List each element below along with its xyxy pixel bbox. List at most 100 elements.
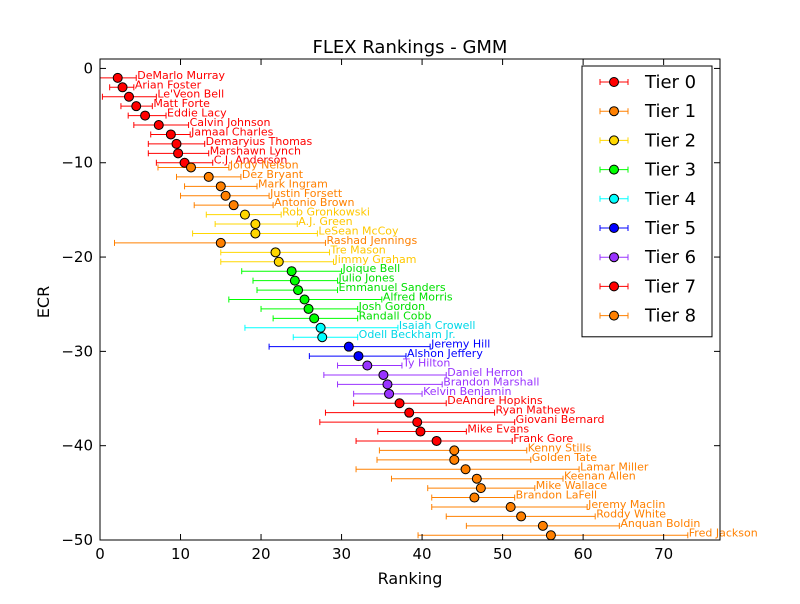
data-point [404, 407, 415, 418]
player-label: Roddy White [596, 507, 666, 520]
chart-title: FLEX Rankings - GMM [313, 37, 508, 58]
y-tick-label: −20 [61, 248, 93, 266]
player-label: Isaiah Crowell [399, 319, 476, 332]
player-label: Antonio Brown [274, 196, 354, 209]
data-point [537, 520, 548, 531]
legend-label: Tier 8 [644, 306, 696, 327]
player-label: Alshon Jeffery [407, 347, 483, 360]
legend-label: Tier 2 [644, 130, 696, 151]
player-label: Fred Jackson [689, 526, 758, 539]
data-point [289, 275, 300, 286]
player-label: Tre Mason [329, 243, 385, 256]
y-axis-label: ECR [34, 286, 53, 318]
data-point [185, 162, 196, 173]
legend-marker [609, 281, 619, 292]
data-point [449, 445, 460, 456]
player-label: Giovani Bernard [516, 413, 605, 426]
data-point [315, 322, 326, 333]
data-point [165, 129, 176, 140]
data-point [317, 332, 328, 343]
x-tick-label: 40 [413, 545, 432, 563]
data-point [250, 219, 261, 230]
legend-label: Tier 3 [644, 160, 696, 181]
player-label: Rashad Jennings [326, 234, 417, 247]
player-label: Emmanuel Sanders [339, 281, 446, 294]
player-label: Brandon LaFell [516, 489, 597, 502]
legend-label: Tier 5 [644, 218, 696, 239]
data-point [228, 200, 239, 211]
x-tick-label: 70 [654, 545, 673, 563]
x-tick-label: 60 [574, 545, 593, 563]
player-label: Joique Bell [342, 262, 401, 275]
data-point [353, 351, 364, 362]
data-point [299, 294, 310, 305]
data-point [343, 341, 354, 352]
legend-marker [609, 164, 619, 175]
marker-layer [112, 72, 556, 541]
data-point [460, 464, 471, 475]
y-tick-label: −40 [61, 437, 93, 455]
x-tick-label: 20 [251, 545, 270, 563]
data-point [203, 171, 214, 182]
data-point [449, 454, 460, 465]
data-point [131, 101, 142, 112]
data-point [171, 138, 182, 149]
data-point [250, 228, 261, 239]
data-point [173, 148, 184, 159]
player-label: Arian Foster [135, 78, 202, 91]
player-label: Le'Veon Bell [157, 88, 224, 101]
legend-marker [609, 77, 619, 87]
player-label: Daniel Herron [447, 366, 523, 379]
player-label: Kenny Stills [528, 441, 592, 454]
axis-ticks-layer: 0 10 20 30 40 50 60 70 0 −10 −20 −30 −40 −50 [61, 59, 720, 563]
y-tick-label: −30 [61, 342, 93, 360]
legend-marker [609, 193, 619, 204]
y-tick-label: 0 [83, 59, 93, 77]
data-point [140, 110, 151, 121]
player-label: Golden Tate [532, 451, 597, 464]
player-label: Odell Beckham Jr. [359, 328, 456, 341]
player-label: Matt Forte [153, 97, 210, 110]
player-label: Ryan Mathews [496, 404, 576, 417]
player-label: Mike Evans [467, 423, 529, 436]
x-tick-label: 0 [95, 545, 105, 563]
data-point [505, 501, 516, 512]
data-point [303, 303, 314, 314]
player-label: C.J. Anderson [214, 154, 288, 167]
x-tick-label: 30 [332, 545, 351, 563]
player-label: Frank Gore [513, 432, 573, 445]
data-point [469, 492, 480, 503]
legend: Tier 0 Tier 1 Tier 2 Tier 3 Tier 4 Tier 5 Tier… [581, 65, 713, 338]
player-label: Eddie Lacy [167, 107, 227, 120]
player-label: Kelvin Benjamin [423, 385, 511, 398]
plot-frame [99, 58, 721, 541]
legend-marker [609, 252, 619, 263]
legend-marker [609, 223, 619, 233]
player-label: Marshawn Lynch [210, 144, 301, 157]
player-label: Keenan Allen [564, 470, 636, 483]
player-label: Brandon Marshall [443, 375, 539, 388]
data-point [293, 285, 304, 296]
data-point [273, 256, 284, 267]
player-label: Jimmy Graham [334, 253, 417, 266]
player-label: Ty Hilton [402, 357, 450, 370]
data-point [362, 360, 373, 371]
player-label: Rob Gronkowski [282, 206, 370, 219]
x-tick-label: 50 [493, 545, 512, 563]
data-point [471, 473, 482, 484]
legend-label: Tier 4 [644, 189, 696, 210]
player-label: A.J. Green [298, 215, 352, 228]
legend-marker [609, 310, 619, 321]
player-label: Josh Gordon [358, 300, 425, 313]
data-point [516, 511, 527, 522]
data-point [220, 190, 231, 201]
player-label: Randall Cobb [359, 309, 432, 322]
data-point [378, 369, 389, 380]
legend-label: Tier 0 [644, 72, 696, 93]
player-label: Jamaal Charles [190, 125, 273, 138]
player-label: Jeremy Hill [430, 338, 490, 351]
data-point [309, 313, 320, 324]
player-label: Calvin Johnson [190, 116, 271, 129]
